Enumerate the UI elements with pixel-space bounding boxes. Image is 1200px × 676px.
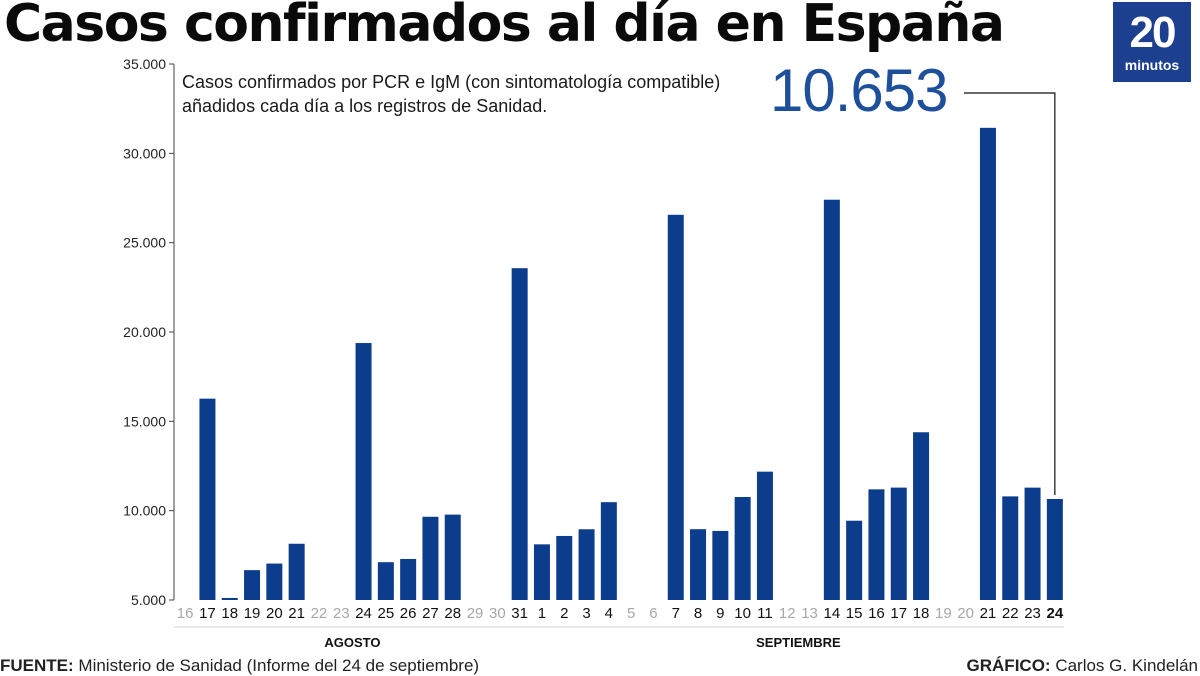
bar [400,558,417,600]
x-tick-label: 27 [422,605,439,622]
logo-number: 20 [1129,8,1177,57]
bar [667,214,684,600]
bar [533,544,550,600]
y-tick-label: 20.000 [123,324,166,340]
bar [355,343,372,600]
chart-title: Casos confirmados al día en España [4,0,1005,54]
x-tick-label: 25 [378,605,395,622]
x-tick-label: 15 [846,605,863,622]
x-tick-label: 22 [1002,605,1019,622]
x-tick-label: 21 [288,605,305,622]
bar [734,497,751,600]
bar [578,529,595,600]
x-tick-label: 9 [716,605,724,622]
bar [1024,487,1041,600]
bar [1046,498,1063,600]
bar [422,516,439,600]
credit-label: GRÁFICO: [966,656,1051,675]
bar [1002,496,1019,600]
bar [979,127,996,600]
x-tick-label: 2 [560,605,568,622]
x-tick-label: 11 [757,605,773,622]
x-tick-label: 8 [694,605,702,622]
x-tick-label: 24 [355,605,372,622]
x-tick-label: 30 [489,605,506,622]
y-tick-label: 35.000 [123,56,166,72]
month-label: SEPTIEMBRE [756,635,841,650]
bar [846,520,863,600]
y-tick-label: 5.000 [131,592,166,608]
bar [712,530,729,600]
bar [913,432,930,600]
credit-note: GRÁFICO: Carlos G. Kindelán [967,656,1198,676]
y-tick-label: 10.000 [123,503,166,519]
x-tick-label: 20 [957,605,974,622]
x-tick-label: 20 [266,605,283,622]
credit-text: Carlos G. Kindelán [1055,656,1198,675]
x-tick-label: 21 [980,605,997,622]
x-tick-label: 23 [333,605,350,622]
x-tick-label: 13 [801,605,818,622]
x-tick-label: 23 [1024,605,1041,622]
x-tick-label: 16 [868,605,885,622]
x-tick-label: 29 [467,605,484,622]
x-tick-label: 28 [444,605,461,622]
bar [868,489,885,600]
x-tick-label: 3 [582,605,590,622]
x-tick-label: 19 [935,605,952,622]
chart-subtitle: Casos confirmados por PCR e IgM (con sin… [182,72,721,116]
x-tick-label: 24 [1047,605,1064,622]
x-tick-label: 19 [244,605,261,622]
x-tick-label: 17 [199,605,216,622]
x-tick-label: 14 [824,605,841,622]
brand-logo[interactable]: 20 minutos [1113,2,1191,82]
source-label: FUENTE: [0,656,74,675]
callout-line [964,92,1056,495]
bar [221,597,238,600]
x-tick-label: 1 [538,605,546,622]
bar [444,514,461,600]
bar [288,543,305,600]
highlight-value: 10.653 [770,57,949,124]
bar [266,563,283,600]
source-note: FUENTE: Ministerio de Sanidad (Informe d… [0,656,479,676]
bar [690,529,707,600]
x-tick-label: 31 [511,605,528,622]
bar [823,199,840,600]
month-label: AGOSTO [324,635,380,650]
x-tick-label: 22 [311,605,328,622]
y-tick-label: 25.000 [123,235,166,251]
bar [890,487,907,600]
x-tick-label: 17 [890,605,907,622]
bar [511,268,528,600]
x-tick-label: 5 [627,605,635,622]
x-tick-label: 26 [400,605,417,622]
x-tick-label: 7 [672,605,680,622]
x-tick-label: 12 [779,605,796,622]
bar [556,535,573,600]
bar [600,502,617,600]
x-tick-label: 6 [649,605,657,622]
x-tick-label: 18 [913,605,930,622]
bar [377,562,394,600]
y-tick-label: 15.000 [123,413,166,429]
x-tick-label: 16 [177,605,194,622]
x-tick-label: 18 [221,605,238,622]
logo-word: minutos [1124,57,1180,73]
x-tick-label: 4 [605,605,613,622]
x-tick-label: 10 [734,605,751,622]
y-tick-label: 30.000 [123,145,166,161]
bar [244,570,261,600]
bar [199,398,216,600]
bar [756,471,773,600]
source-text: Ministerio de Sanidad (Informe del 24 de… [78,656,480,675]
